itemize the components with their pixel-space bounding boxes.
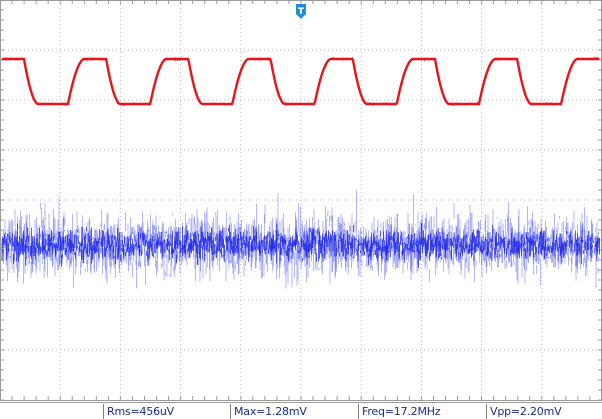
channel-2-noise-core [1, 223, 600, 268]
measurement-max[interactable]: Max=1.28mV [230, 404, 358, 419]
measurement-rms[interactable]: Rms=456uV [103, 404, 230, 419]
trigger-label: T [298, 7, 305, 17]
trigger-icon [296, 4, 306, 19]
channel-1-waveform-core [2, 57, 599, 106]
channel-2-trace [1, 190, 600, 289]
waveform-display[interactable]: T [0, 0, 602, 402]
measurement-vpp[interactable]: Vpp=2.20mV [486, 404, 602, 419]
channel-1-trace [1, 57, 601, 107]
measurement-freq[interactable]: Freq=17.2MHz [358, 404, 486, 419]
trigger-marker[interactable]: T [296, 4, 306, 19]
measurement-bar: Rms=456uV Max=1.28mV Freq=17.2MHz Vpp=2.… [0, 402, 602, 419]
